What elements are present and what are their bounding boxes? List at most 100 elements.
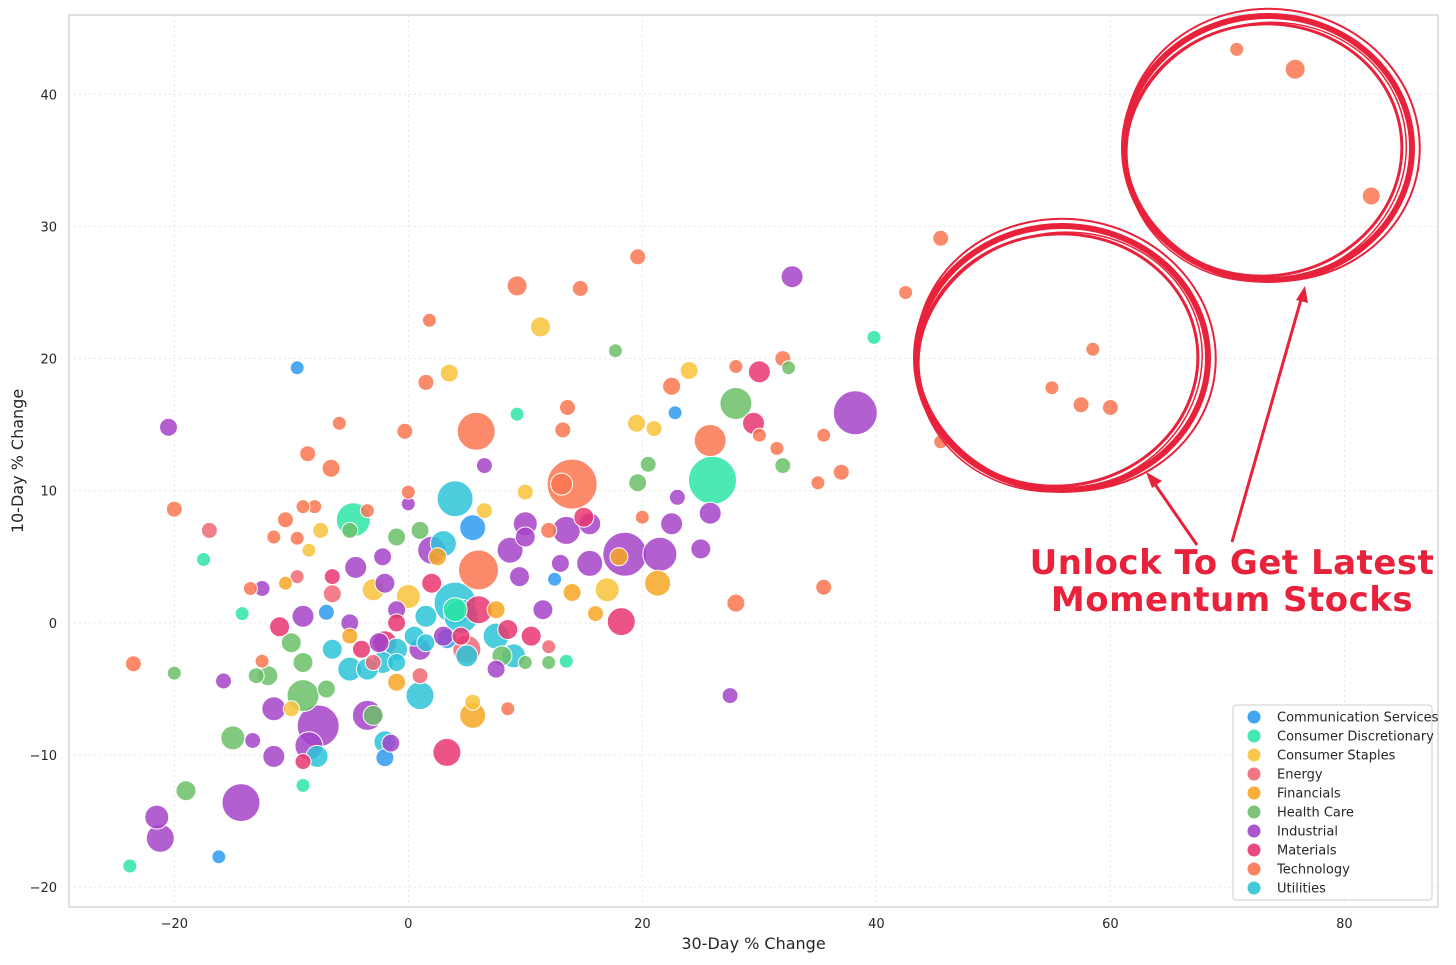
data-point xyxy=(166,665,182,681)
promo-line-2: Momentum Stocks xyxy=(1051,580,1413,620)
data-point xyxy=(278,575,293,591)
highlight-circle-upper xyxy=(1121,7,1421,283)
data-point xyxy=(387,613,407,633)
legend-marker xyxy=(1247,805,1261,819)
data-point xyxy=(517,655,533,670)
data-point xyxy=(331,415,347,431)
legend-marker xyxy=(1247,767,1261,781)
data-point xyxy=(781,360,797,376)
data-point xyxy=(509,566,530,588)
data-point xyxy=(688,455,737,505)
x-axis-title: 30-Day % Change xyxy=(681,934,825,953)
data-point xyxy=(299,445,317,463)
data-point xyxy=(124,655,142,673)
data-point xyxy=(496,536,524,564)
data-point xyxy=(405,681,435,711)
x-tick-label: 20 xyxy=(634,917,651,932)
data-point xyxy=(200,521,218,539)
legend-marker xyxy=(1247,710,1261,724)
data-point xyxy=(550,553,570,573)
data-point xyxy=(262,744,286,768)
data-point xyxy=(417,373,435,391)
legend-entry: Industrial xyxy=(1277,825,1338,840)
legend-entry: Consumer Staples xyxy=(1277,749,1396,764)
data-point xyxy=(554,421,572,439)
data-point xyxy=(780,265,804,289)
data-point xyxy=(550,472,574,496)
data-point xyxy=(516,483,534,501)
data-point xyxy=(576,549,604,577)
data-point xyxy=(341,627,359,645)
legend-entry: Utilities xyxy=(1277,882,1326,897)
data-point xyxy=(540,521,558,539)
data-point xyxy=(436,480,474,518)
legend-entry: Materials xyxy=(1277,844,1337,859)
y-tick-label: 10 xyxy=(40,485,57,500)
data-point xyxy=(301,542,317,558)
data-point xyxy=(606,607,636,637)
data-point xyxy=(144,804,170,830)
data-point xyxy=(571,280,589,297)
data-point xyxy=(247,667,265,685)
data-point xyxy=(312,521,330,539)
data-point xyxy=(726,593,746,613)
data-point xyxy=(634,509,650,525)
data-point xyxy=(721,687,739,705)
data-point xyxy=(261,696,287,722)
y-tick-label: −20 xyxy=(30,881,57,896)
x-tick-label: 60 xyxy=(1102,917,1119,932)
data-point xyxy=(368,632,390,654)
data-point xyxy=(387,527,407,547)
legend-entry: Financials xyxy=(1277,787,1341,802)
arrow-to-upper-circle xyxy=(1230,286,1308,543)
x-tick-label: −20 xyxy=(161,917,188,932)
data-point xyxy=(629,248,647,266)
data-point xyxy=(411,667,429,685)
data-point xyxy=(645,420,663,438)
legend-entry: Communication Services xyxy=(1277,711,1439,726)
data-point xyxy=(122,858,138,874)
data-point xyxy=(628,473,648,493)
legend-entry: Energy xyxy=(1277,768,1323,783)
data-point xyxy=(266,529,282,545)
data-point xyxy=(414,604,438,628)
data-point xyxy=(662,376,682,396)
data-point xyxy=(639,455,657,473)
data-point xyxy=(416,633,436,653)
data-point xyxy=(316,679,336,699)
data-point xyxy=(291,604,315,628)
data-point xyxy=(428,547,448,567)
data-point xyxy=(421,572,443,594)
data-point xyxy=(364,654,382,671)
data-point xyxy=(486,659,506,679)
data-point xyxy=(607,343,623,359)
data-point xyxy=(898,285,914,300)
data-point xyxy=(381,733,401,753)
data-point xyxy=(421,312,437,328)
data-point xyxy=(322,584,342,604)
promo-line-1: Unlock To Get Latest xyxy=(1030,543,1435,583)
legend-entry: Consumer Discretionary xyxy=(1277,730,1434,745)
legend-marker xyxy=(1247,786,1261,800)
arrow-to-lower-circle xyxy=(1146,472,1199,546)
data-point xyxy=(410,520,430,540)
data-point xyxy=(374,572,396,594)
data-point xyxy=(679,361,699,380)
data-point xyxy=(321,458,341,478)
data-point xyxy=(282,700,300,718)
data-point xyxy=(458,549,499,591)
legend-marker xyxy=(1247,843,1261,857)
data-point xyxy=(486,600,506,620)
data-point xyxy=(234,606,250,622)
data-point xyxy=(932,229,950,247)
data-point xyxy=(432,625,454,647)
data-point xyxy=(509,406,525,422)
data-point xyxy=(520,625,542,647)
data-point xyxy=(196,552,212,567)
data-point xyxy=(1361,186,1381,206)
promo-annotation: Unlock To Get Latest Momentum Stocks xyxy=(913,7,1435,620)
data-point xyxy=(1101,399,1119,416)
data-point xyxy=(506,275,528,297)
data-point xyxy=(1284,58,1306,80)
data-point xyxy=(587,605,604,623)
